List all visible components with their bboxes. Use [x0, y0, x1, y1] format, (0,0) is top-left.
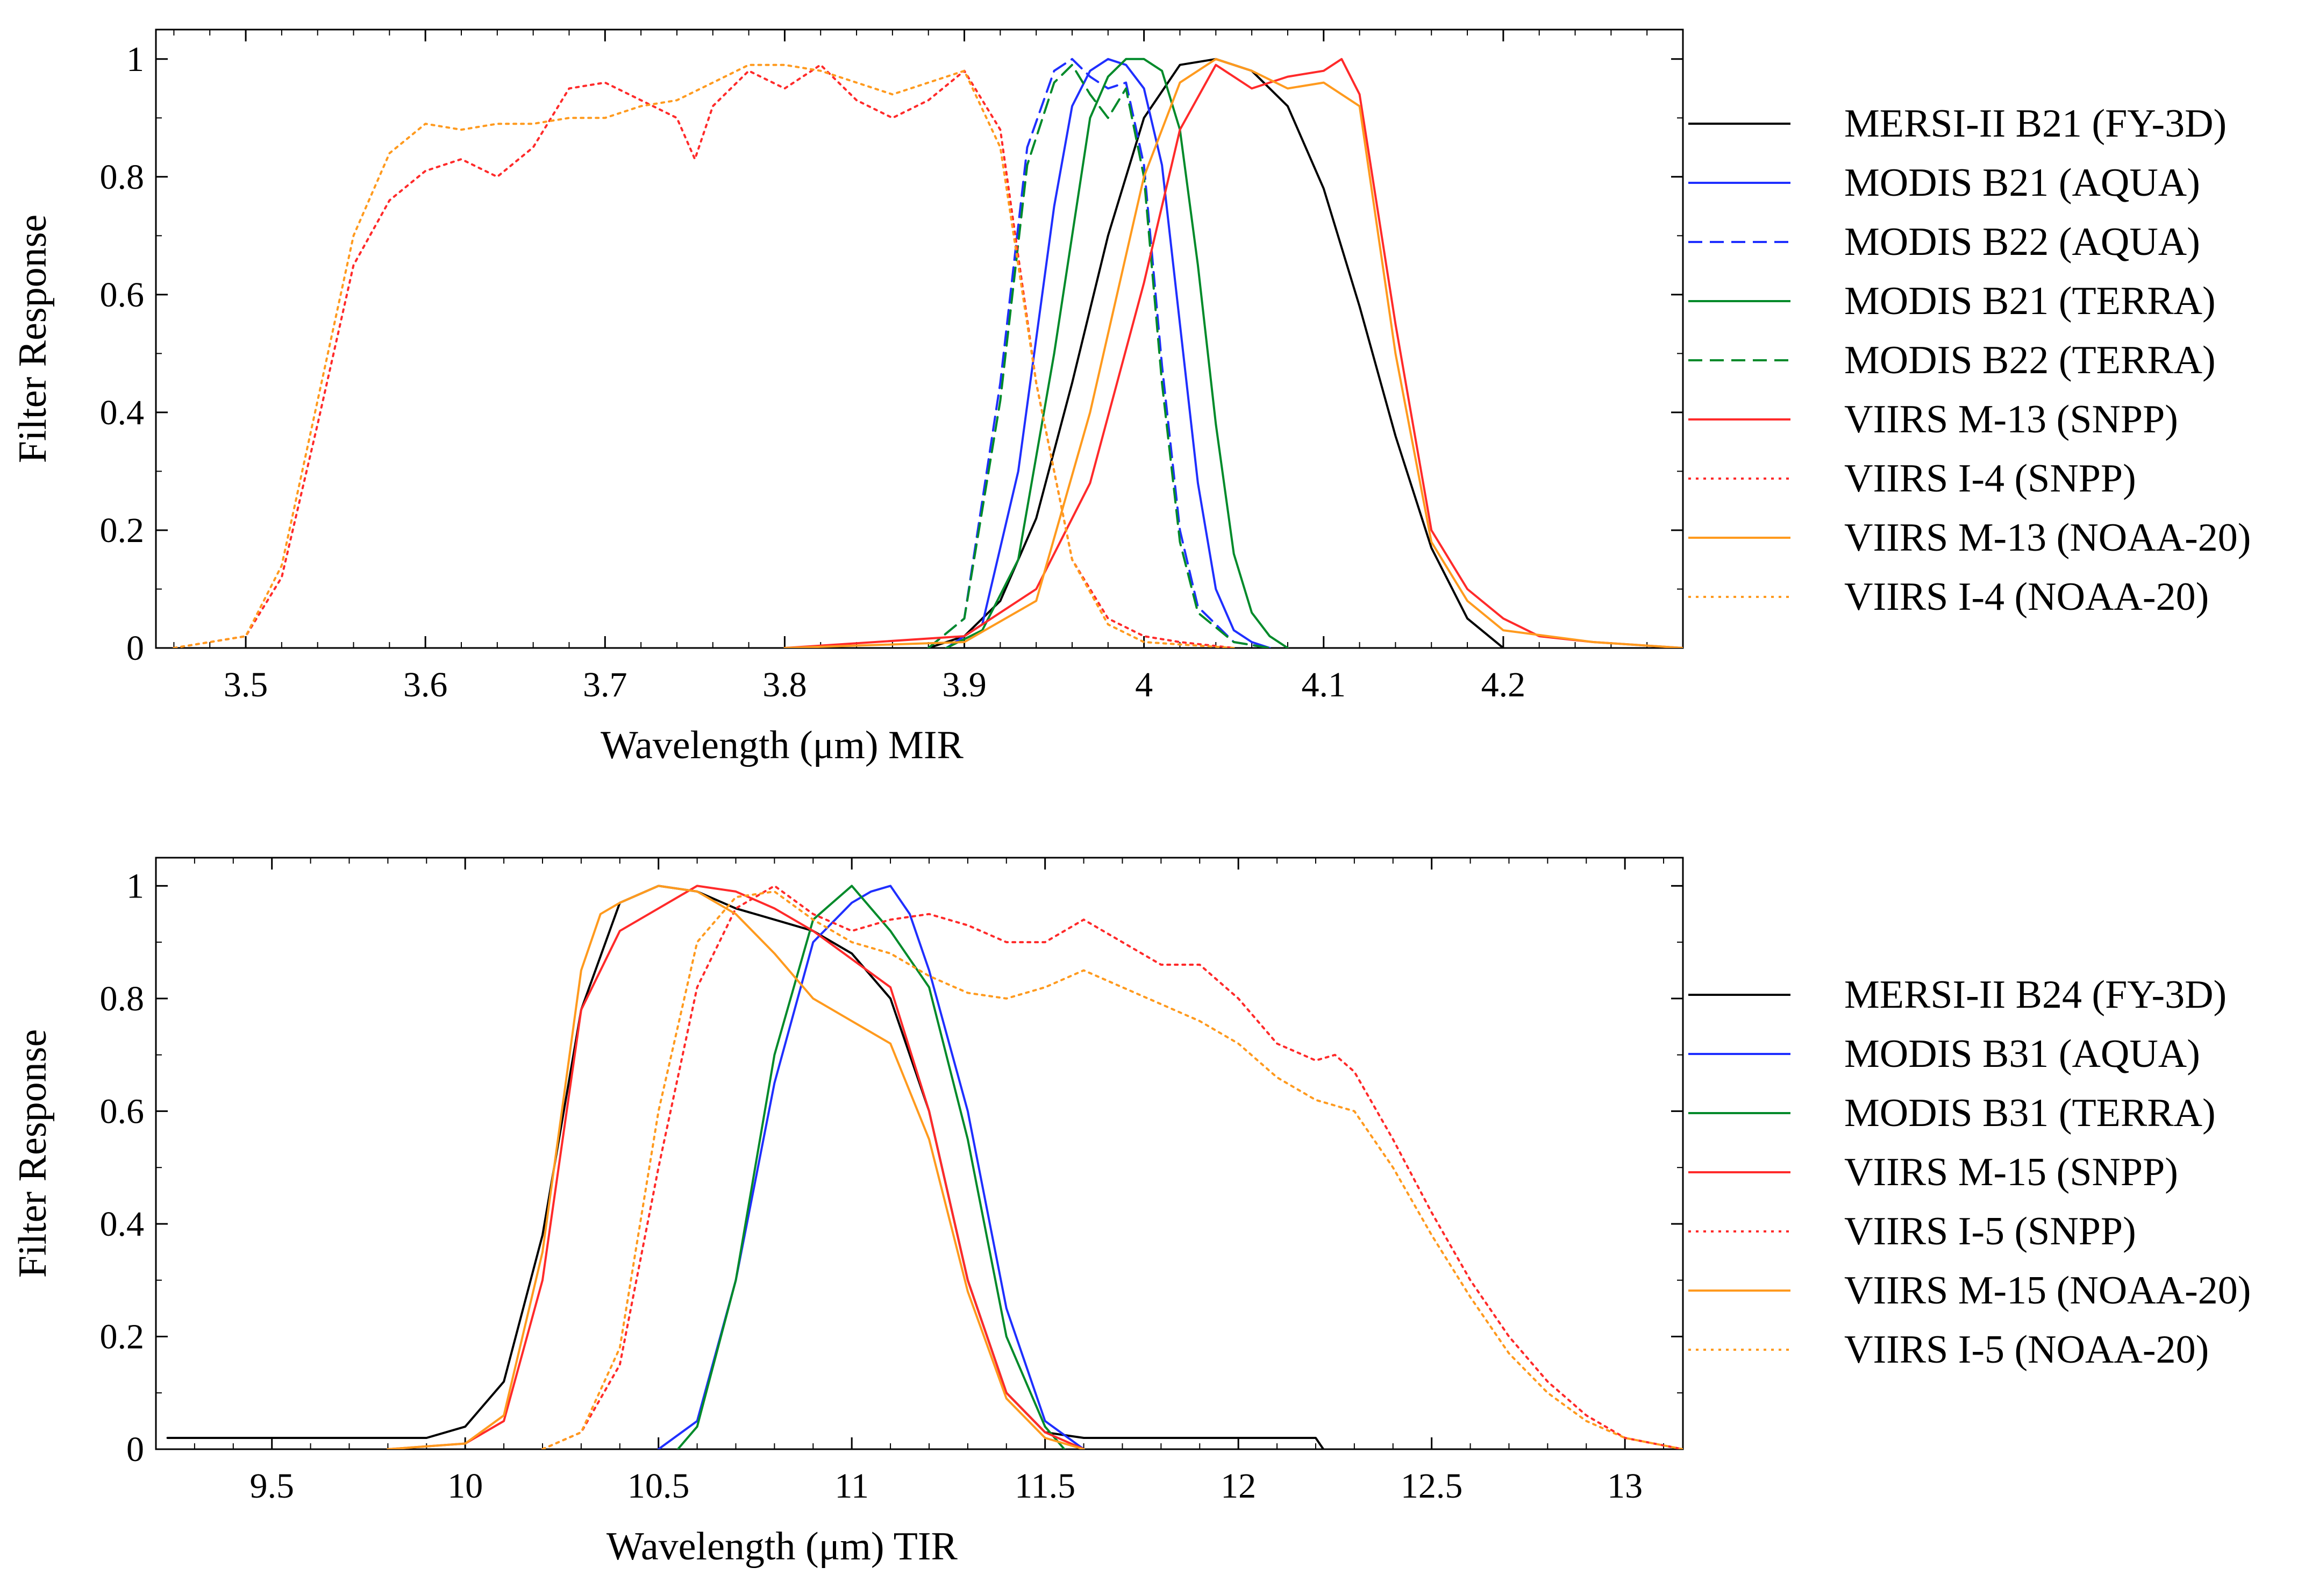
series-group	[166, 885, 1683, 1449]
legend-label: MODIS B21 (TERRA)	[1844, 279, 2216, 323]
series-line-4	[387, 885, 1085, 1449]
series-line-1	[166, 885, 1325, 1449]
y-tick-label: 0.2	[100, 1317, 145, 1356]
legend-label: VIIRS I-4 (NOAA-20)	[1844, 575, 2209, 619]
legend-label: VIIRS I-5 (NOAA-20)	[1844, 1328, 2209, 1372]
x-tick-label: 3.7	[583, 665, 627, 704]
legend-tir: MERSI-II B24 (FY-3D) MODIS B31 (AQUA) MODI…	[1688, 973, 2251, 1372]
x-tick-label: 3.9	[942, 665, 987, 704]
legend-label: VIIRS M-13 (SNPP)	[1844, 397, 2178, 441]
x-tick-label: 11	[834, 1466, 869, 1506]
y-axis-label: Filter Response	[11, 215, 55, 463]
y-tick-label: 0.8	[100, 979, 145, 1018]
series-line-5	[927, 63, 1271, 648]
series-line-8	[783, 58, 1683, 648]
legend-label: MERSI-II B21 (FY-3D)	[1844, 102, 2227, 146]
x-tick-label: 4	[1135, 665, 1153, 704]
plot-area-mir	[155, 28, 1684, 649]
legend-label: MODIS B31 (AQUA)	[1844, 1032, 2200, 1076]
x-tick-label: 4.1	[1302, 665, 1346, 704]
x-tick-label: 4.2	[1481, 665, 1526, 704]
legend-label: VIIRS I-4 (SNPP)	[1844, 457, 2136, 501]
series-line-9	[173, 63, 1235, 648]
x-tick-label: 10.5	[627, 1466, 690, 1506]
x-tick-label: 13	[1607, 1466, 1643, 1506]
y-tick-label: 0.8	[100, 158, 145, 197]
y-tick-label: 0.6	[100, 275, 145, 315]
series-line-2	[945, 58, 1271, 648]
legend-label: VIIRS M-13 (NOAA-20)	[1844, 516, 2251, 560]
y-tick-label: 0.2	[100, 511, 145, 550]
series-line-7	[541, 890, 1683, 1449]
x-axis-label: Wavelength (μm) TIR	[606, 1524, 958, 1569]
y-tick-label: 0.6	[100, 1092, 145, 1131]
series-line-5	[541, 885, 1683, 1449]
series-line-6	[783, 58, 1683, 648]
legend-label: MODIS B22 (AQUA)	[1844, 220, 2200, 264]
series-line-3	[927, 58, 1271, 648]
series-line-6	[387, 885, 1085, 1449]
legend-label: MERSI-II B24 (FY-3D)	[1844, 973, 2227, 1017]
y-tick-label: 0.4	[100, 393, 145, 432]
x-tick-label: 9.5	[249, 1466, 294, 1506]
chart-tir: 9.5 10 10.5 11 11.5 12 12.5 13 0 0.2 0.4 0.6 0.8 1 Wav…	[11, 857, 2251, 1569]
series-line-4	[945, 58, 1289, 648]
x-tick-label: 10	[447, 1466, 483, 1506]
legend-mir: MERSI-II B21 (FY-3D) MODIS B21 (AQUA) MODI…	[1688, 102, 2251, 619]
y-tick-label: 0.4	[100, 1205, 145, 1244]
y-axis-label: Filter Response	[11, 1029, 55, 1278]
series-group	[173, 58, 1683, 648]
series-line-3	[676, 885, 1066, 1449]
x-tick-label: 3.5	[224, 665, 268, 704]
legend-label: MODIS B21 (AQUA)	[1844, 161, 2200, 205]
x-tick-label: 12.5	[1401, 1466, 1463, 1506]
x-tick-label: 3.6	[403, 665, 448, 704]
x-tick-label: 12	[1221, 1466, 1256, 1506]
y-tick-label: 1	[126, 866, 144, 906]
x-tick-label: 11.5	[1015, 1466, 1075, 1506]
y-tick-label: 1	[126, 40, 144, 79]
legend-label: MODIS B31 (TERRA)	[1844, 1091, 2216, 1135]
y-tick-label: 0	[126, 1430, 144, 1469]
x-tick-label: 3.8	[762, 665, 807, 704]
legend-label: VIIRS M-15 (SNPP)	[1844, 1150, 2178, 1194]
x-axis-label: Wavelength (μm) MIR	[601, 723, 964, 767]
plot-area-tir	[155, 857, 1684, 1450]
legend-label: VIIRS I-5 (SNPP)	[1844, 1209, 2136, 1253]
legend-label: VIIRS M-15 (NOAA-20)	[1844, 1269, 2251, 1313]
legend-label: MODIS B22 (TERRA)	[1844, 338, 2216, 382]
y-tick-label: 0	[126, 629, 144, 668]
chart-mir: 3.5 3.6 3.7 3.8 3.9 4 4.1 4.2 0 0.2 0.4 0.6 0.8 1 Wave…	[11, 28, 2251, 767]
